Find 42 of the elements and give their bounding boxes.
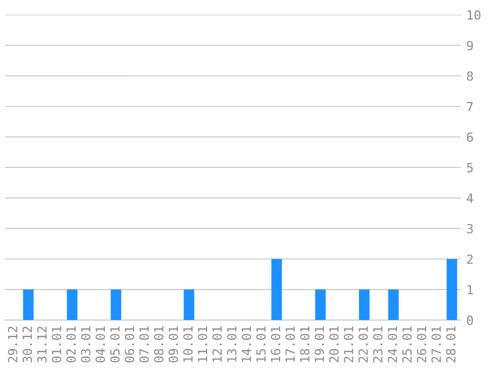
- x-tick-label: 22.01: [358, 326, 368, 362]
- y-tick-label: 4: [466, 194, 474, 203]
- x-tick-label: 26.01: [416, 326, 426, 362]
- x-tick-label: 27.01: [431, 326, 441, 362]
- x-tick-label: 10.01: [183, 326, 193, 362]
- x-tick-label: 02.01: [66, 326, 76, 362]
- x-tick-label: 17.01: [285, 326, 295, 362]
- x-tick-label: 06.01: [124, 326, 134, 362]
- y-tick-label: 1: [468, 285, 473, 294]
- x-tick-label: 07.01: [139, 326, 149, 362]
- x-tick-label: 19.01: [314, 326, 324, 362]
- x-tick-label: 16.01: [270, 326, 280, 362]
- y-tick-label: 7: [467, 102, 473, 112]
- x-tick-label: 08.01: [154, 326, 164, 362]
- x-tick-label: 12.01: [212, 326, 222, 362]
- x-tick-label: 31.12: [37, 326, 47, 362]
- x-tick-label: 21.01: [344, 326, 354, 362]
- x-tick-label: 13.01: [227, 326, 236, 362]
- x-tick-label: 29.12: [8, 326, 18, 362]
- y-tick-label: 10: [468, 10, 480, 20]
- y-tick-label: 2: [467, 254, 473, 264]
- x-tick-label: 24.01: [388, 326, 398, 362]
- y-tick-label: 8: [467, 71, 473, 81]
- x-tick-label: 03.01: [80, 326, 90, 362]
- x-tick-label: 30.12: [22, 326, 32, 362]
- x-tick-label: 28.01: [446, 326, 456, 362]
- x-tick-label: 14.01: [242, 326, 252, 362]
- x-tick-label: 18.01: [300, 326, 310, 362]
- x-tick-label: 25.01: [402, 326, 412, 362]
- x-tick-label: 05.01: [110, 326, 120, 362]
- x-tick-label: 01.01: [52, 326, 62, 362]
- y-tick-label: 6: [467, 132, 473, 142]
- y-tick-label: 9: [466, 40, 473, 50]
- y-tick-label: 5: [467, 163, 473, 172]
- x-tick-label: 09.01: [168, 326, 178, 362]
- x-tick-label: 20.01: [329, 326, 339, 362]
- y-tick-label: 3: [467, 224, 473, 234]
- x-tick-label: 04.01: [96, 326, 106, 362]
- x-tick-label: 11.01: [198, 326, 208, 362]
- x-tick-label: 15.01: [256, 326, 266, 362]
- y-tick-label: 0: [467, 316, 473, 326]
- x-tick-label: 23.01: [373, 326, 383, 362]
